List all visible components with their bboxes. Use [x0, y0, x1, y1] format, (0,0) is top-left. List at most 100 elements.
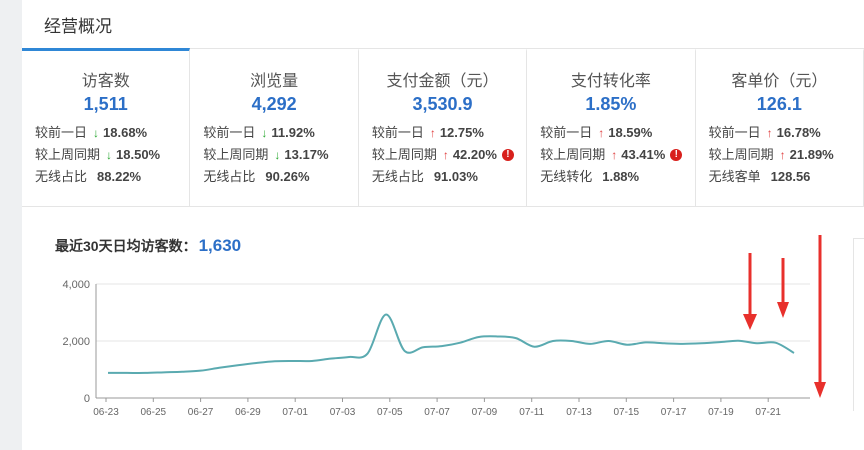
x-tick-label: 06-29	[235, 407, 261, 418]
kpi-value: 1,511	[83, 94, 128, 114]
left-panel-strip	[0, 0, 22, 450]
average-visitors: 最近30天日均访客数： 1,630	[55, 236, 241, 256]
kpi-stat-row: 无线占比 88.22%	[35, 166, 189, 188]
kpi-stat-value: 42.20%	[452, 147, 497, 162]
y-tick-label: 0	[84, 393, 90, 405]
kpi-stat-value: 12.75%	[439, 125, 484, 140]
kpi-stat-row: 较前一日 ↓ 11.92%	[203, 122, 357, 144]
kpi-stat-row: 无线占比 91.03%	[372, 166, 526, 188]
kpi-stat-row: 无线转化 1.88%	[540, 166, 694, 188]
arrow-down-icon: ↓	[274, 148, 281, 162]
kpi-stats: 较前一日 ↓ 11.92% 较上周同期 ↓ 13.17% 无线占比 90.26%	[190, 122, 357, 188]
kpi-stats: 较前一日 ↑ 18.59% 较上周同期 ↑ 43.41%! 无线转化 1.88%	[527, 122, 694, 188]
kpi-stat-value: 128.56	[770, 169, 811, 184]
kpi-stat-label: 较前一日	[203, 125, 256, 140]
visitors-line-chart: 0 2,000 4,000 06-23 06-25 06-27 06-29 07-01 07-0…	[62, 279, 810, 418]
x-tick-label: 07-05	[377, 407, 403, 418]
kpi-card-1[interactable]: 浏览量 4,292 较前一日 ↓ 11.92% 较上周同期 ↓ 13.17% 无线占比 90.26…	[190, 48, 359, 206]
kpi-value: 1.85%	[585, 94, 637, 114]
x-tick-label: 06-27	[188, 407, 214, 418]
section-title: 经营概况	[44, 17, 112, 36]
arrow-up-icon: ↑	[611, 148, 618, 162]
kpi-card-2[interactable]: 支付金额（元） 3,530.9 较前一日 ↑ 12.75% 较上周同期 ↑ 42.20%! 无线…	[359, 48, 528, 206]
y-tick-label: 2,000	[62, 336, 90, 348]
warning-icon[interactable]: !	[670, 149, 683, 161]
kpi-stat-row: 无线占比 90.26%	[203, 166, 357, 188]
kpi-row: 访客数 1,511 较前一日 ↓ 18.68% 较上周同期 ↓ 18.50% 无线占比 88.22…	[22, 48, 864, 207]
kpi-card-4[interactable]: 客单价（元） 126.1 较前一日 ↑ 16.78% 较上周同期 ↑ 21.89% 无线客单 12…	[696, 48, 864, 206]
kpi-stat-value: 18.59%	[608, 125, 653, 140]
x-tick-label: 07-13	[566, 407, 592, 418]
side-panel-edge	[853, 238, 864, 411]
kpi-name: 浏览量	[250, 73, 299, 90]
arrow-down-icon: ↓	[106, 148, 113, 162]
kpi-value: 126.1	[756, 94, 802, 114]
kpi-stat-row: 较前一日 ↑ 12.75%	[372, 122, 526, 144]
warning-icon[interactable]: !	[501, 149, 514, 161]
kpi-stat-value: 18.68%	[103, 125, 148, 140]
kpi-stats: 较前一日 ↑ 12.75% 较上周同期 ↑ 42.20%! 无线占比 91.03%	[359, 122, 526, 188]
arrow-up-icon: ↑	[766, 126, 773, 140]
kpi-stat-value: 18.50%	[116, 147, 161, 162]
section-header: 经营概况	[22, 0, 864, 49]
x-tick-label: 07-09	[472, 407, 498, 418]
kpi-stats: 较前一日 ↓ 18.68% 较上周同期 ↓ 18.50% 无线占比 88.22%	[22, 122, 189, 188]
kpi-stat-label: 无线占比	[203, 169, 256, 184]
kpi-stat-label: 较前一日	[708, 125, 761, 140]
arrow-up-icon: ↑	[429, 126, 436, 140]
x-tick-label: 06-25	[141, 407, 167, 418]
kpi-stat-label: 无线占比	[371, 169, 424, 184]
average-visitors-label: 最近30天日均访客数：	[55, 238, 197, 254]
kpi-stat-value: 16.78%	[776, 125, 821, 140]
kpi-stat-value: 21.89%	[789, 147, 834, 162]
x-tick-label: 07-15	[614, 407, 640, 418]
x-tick-label: 06-23	[93, 407, 119, 418]
kpi-stat-value: 91.03%	[433, 169, 478, 184]
arrow-down-icon: ↓	[93, 126, 100, 140]
kpi-stat-row: 较前一日 ↑ 16.78%	[709, 122, 863, 144]
kpi-stat-label: 较上周同期	[371, 147, 437, 162]
kpi-name: 访客数	[81, 73, 130, 90]
arrow-up-icon: ↑	[598, 126, 605, 140]
kpi-stat-row: 较上周同期 ↑ 43.41%!	[540, 144, 694, 166]
kpi-name: 支付转化率	[570, 73, 651, 90]
kpi-card-3[interactable]: 支付转化率 1.85% 较前一日 ↑ 18.59% 较上周同期 ↑ 43.41%! 无线转化 1.…	[527, 48, 696, 206]
kpi-stat-label: 无线客单	[708, 169, 761, 184]
kpi-stat-row: 较上周同期 ↓ 13.17%	[203, 144, 357, 166]
kpi-stat-label: 较上周同期	[540, 147, 606, 162]
x-tick-label: 07-17	[661, 407, 687, 418]
kpi-stat-row: 较前一日 ↓ 18.68%	[35, 122, 189, 144]
kpi-name: 客单价（元）	[731, 73, 828, 90]
kpi-stats: 较前一日 ↑ 16.78% 较上周同期 ↑ 21.89% 无线客单 128.56	[696, 122, 863, 188]
kpi-stat-row: 较上周同期 ↑ 42.20%!	[372, 144, 526, 166]
x-tick-label: 07-11	[519, 407, 544, 418]
kpi-stat-label: 较前一日	[35, 125, 88, 140]
kpi-value: 3,530.9	[412, 94, 473, 114]
average-visitors-value: 1,630	[198, 236, 242, 255]
x-tick-label: 07-03	[330, 407, 356, 418]
kpi-stat-row: 较上周同期 ↑ 21.89%	[709, 144, 863, 166]
x-tick-label: 07-19	[708, 407, 734, 418]
kpi-stat-label: 较前一日	[540, 125, 593, 140]
kpi-stat-label: 较上周同期	[203, 147, 269, 162]
arrow-up-icon: ↑	[779, 148, 786, 162]
x-tick-label: 07-21	[755, 407, 781, 418]
kpi-stat-row: 无线客单 128.56	[709, 166, 863, 188]
x-tick-label: 07-07	[424, 407, 450, 418]
kpi-stat-label: 无线占比	[35, 169, 88, 184]
kpi-stat-value: 88.22%	[97, 169, 142, 184]
kpi-stat-label: 较上周同期	[708, 147, 774, 162]
arrow-up-icon: ↑	[442, 148, 449, 162]
kpi-stat-row: 较前一日 ↑ 18.59%	[540, 122, 694, 144]
kpi-stat-label: 较前一日	[371, 125, 424, 140]
arrow-down-icon: ↓	[261, 126, 268, 140]
kpi-card-0[interactable]: 访客数 1,511 较前一日 ↓ 18.68% 较上周同期 ↓ 18.50% 无线占比 88.22…	[22, 48, 191, 206]
x-tick-label: 07-01	[282, 407, 308, 418]
kpi-stat-row: 较上周同期 ↓ 18.50%	[35, 144, 189, 166]
kpi-stat-label: 较上周同期	[35, 147, 101, 162]
kpi-stat-value: 90.26%	[265, 169, 310, 184]
kpi-stat-value: 1.88%	[602, 169, 640, 184]
kpi-stat-value: 43.41%	[621, 147, 666, 162]
kpi-name: 支付金额（元）	[386, 73, 499, 90]
visitors-series-line	[108, 313, 795, 374]
